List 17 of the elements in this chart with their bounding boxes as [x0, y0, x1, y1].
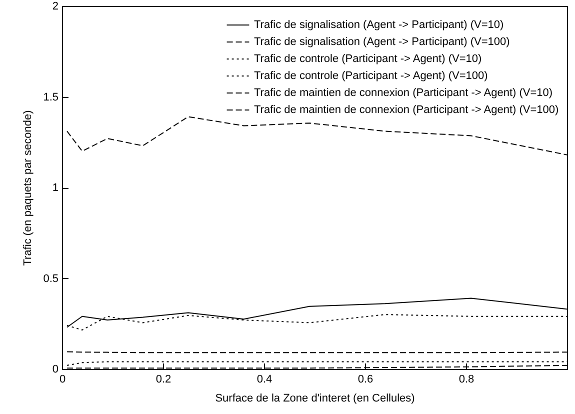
x-tick-label: 0.6 [358, 374, 374, 386]
x-tick-label: 0.8 [458, 374, 474, 386]
y-tick-label: 0.5 [43, 272, 58, 285]
legend-label: Trafic de controle (Participant -> Agent) (V=100) [254, 70, 488, 82]
x-tick-label: 0.4 [256, 374, 272, 386]
legend-label: Trafic de signalisation (Agent -> Participant) (V=100) [254, 36, 510, 48]
y-tick-label: 1 [52, 182, 58, 194]
y-tick-label: 0 [52, 364, 58, 376]
y-axis-title: Trafic (en paquets par seconde) [22, 110, 34, 266]
y-tick-label: 1.5 [43, 91, 58, 104]
legend-label: Trafic de maintien de connexion (Participant -> Agent) (V=100) [254, 104, 559, 116]
x-axis-title: Surface de la Zone d'interet (en Cellules) [215, 392, 415, 404]
legend-label: Trafic de signalisation (Agent -> Participant) (V=10) [254, 19, 504, 31]
legend-label: Trafic de maintien de connexion (Participant -> Agent) (V=10) [254, 87, 553, 99]
y-tick-label: 2 [52, 0, 58, 12]
legend-label: Trafic de controle (Participant -> Agent) (V=10) [254, 53, 482, 65]
x-tick-label: 0.2 [156, 374, 172, 386]
